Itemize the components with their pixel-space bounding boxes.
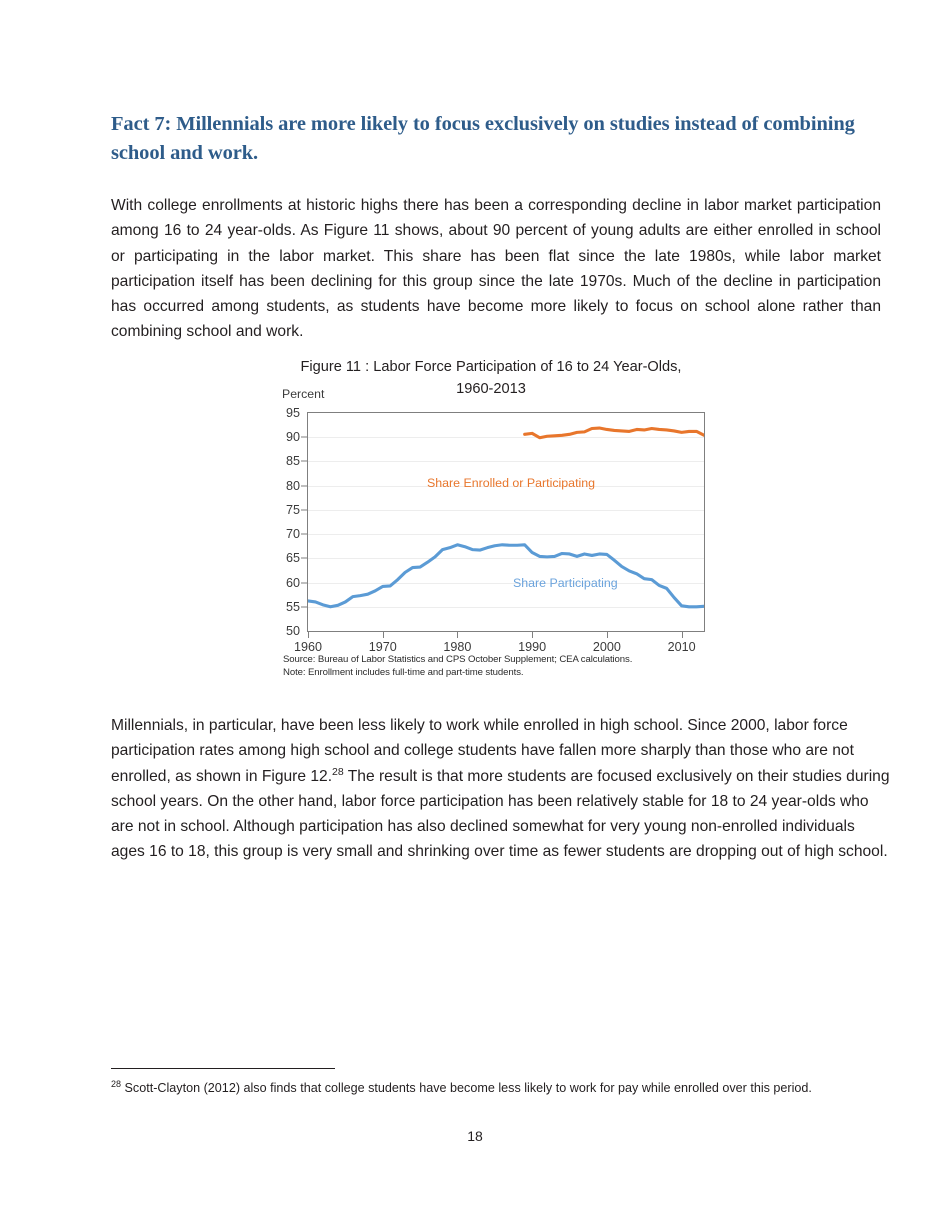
x-tick-label-1990: 1990: [518, 640, 547, 654]
gridline-90: [308, 437, 704, 439]
page-title: Fact 7: Millennials are more likely to f…: [111, 113, 855, 164]
gridline-85: [308, 461, 704, 463]
figure-title: Figure 11 : Labor Force Participation of…: [256, 356, 726, 400]
series-label-share-enrolled-or-participating: Share Enrolled or Participating: [427, 476, 596, 490]
y-tick-mark-75: [301, 509, 307, 511]
y-tick-label-90: 90: [285, 430, 300, 445]
page-number: 18: [467, 1128, 483, 1144]
footnote-separator: [111, 1068, 335, 1070]
figure-source: Source: Bureau of Labor Statistics and C…: [283, 654, 633, 665]
figure-note: Note: Enrollment includes full-time and …: [283, 666, 524, 678]
figure-notes: Source: Bureau of Labor Statistics and C…: [283, 654, 723, 679]
y-tick-label-70: 70: [285, 527, 300, 542]
y-tick-label-55: 55: [285, 599, 300, 614]
footnote-28: 28 Scott-Clayton (2012) also finds that …: [111, 1078, 871, 1098]
y-tick-mark-55: [301, 606, 307, 608]
x-tick-label-2010: 2010: [667, 640, 696, 654]
footnote-number: 28: [111, 1078, 122, 1089]
figure-title-line-1: Figure 11 : Labor Force Participation of…: [300, 359, 682, 375]
y-tick-label-50: 50: [285, 624, 300, 638]
footnote-reference-28[interactable]: 28: [332, 765, 344, 778]
x-tick-mark-1990: [532, 632, 534, 638]
gridline-80: [308, 485, 704, 487]
series-label-share-participating: Share Participating: [513, 576, 618, 590]
x-tick-label-2000: 2000: [592, 640, 621, 654]
x-tick-label-1960: 1960: [293, 640, 323, 654]
y-axis-unit-label: Percent: [282, 387, 325, 401]
x-tick-mark-1980: [457, 632, 459, 638]
body-paragraph-2: Millennials, in particular, have been le…: [111, 713, 891, 865]
x-tick-mark-1960: [308, 632, 309, 638]
gridline-60: [308, 582, 704, 584]
y-tick-label-65: 65: [285, 551, 300, 566]
y-tick-mark-80: [301, 485, 307, 487]
chart-plot-area: Share Enrolled or Participating Share Pa…: [307, 412, 705, 632]
x-tick-label-1970: 1970: [368, 640, 397, 654]
y-tick-label-75: 75: [285, 502, 300, 517]
y-tick-label-60: 60: [285, 575, 300, 590]
y-tick-mark-85: [301, 460, 307, 462]
y-tick-mark-70: [301, 533, 307, 535]
gridline-70: [308, 534, 704, 536]
y-tick-label-80: 80: [285, 478, 300, 493]
footnote-body: Scott-Clayton (2012) also finds that col…: [121, 1081, 812, 1095]
series-line-share-participating: [308, 543, 704, 609]
body-paragraph-2-part-1: Millennials, in particular, have been le…: [111, 717, 854, 785]
y-tick-label-95: 95: [285, 406, 300, 420]
chart-series-svg: [308, 426, 704, 609]
y-tick-label-85: 85: [285, 454, 300, 469]
gridline-75: [308, 509, 704, 511]
y-tick-mark-65: [301, 557, 307, 559]
x-tick-mark-1970: [382, 632, 384, 638]
y-tick-mark-60: [301, 582, 307, 584]
x-tick-mark-2000: [606, 632, 608, 638]
x-tick-label-1980: 1980: [443, 640, 472, 654]
figure-title-line-2: 1960-2013: [456, 381, 526, 397]
chart-plot-wrapper: 95 90 85 80 75 70 65 60 55 50 1960 1970 1980 1990 200…: [256, 356, 726, 656]
y-tick-mark-90: [301, 436, 307, 438]
gridline-65: [308, 558, 704, 560]
body-paragraph-1: With college enrollments at historic hig…: [111, 197, 881, 341]
gridline-55: [308, 606, 704, 608]
body-paragraph-2-part-2: The result is that more students are foc…: [111, 767, 890, 861]
figure-11: Figure 11 : Labor Force Participation of…: [256, 356, 726, 686]
series-line-share-enrolled-or-participating: [523, 426, 704, 440]
x-tick-mark-2010: [681, 632, 683, 638]
